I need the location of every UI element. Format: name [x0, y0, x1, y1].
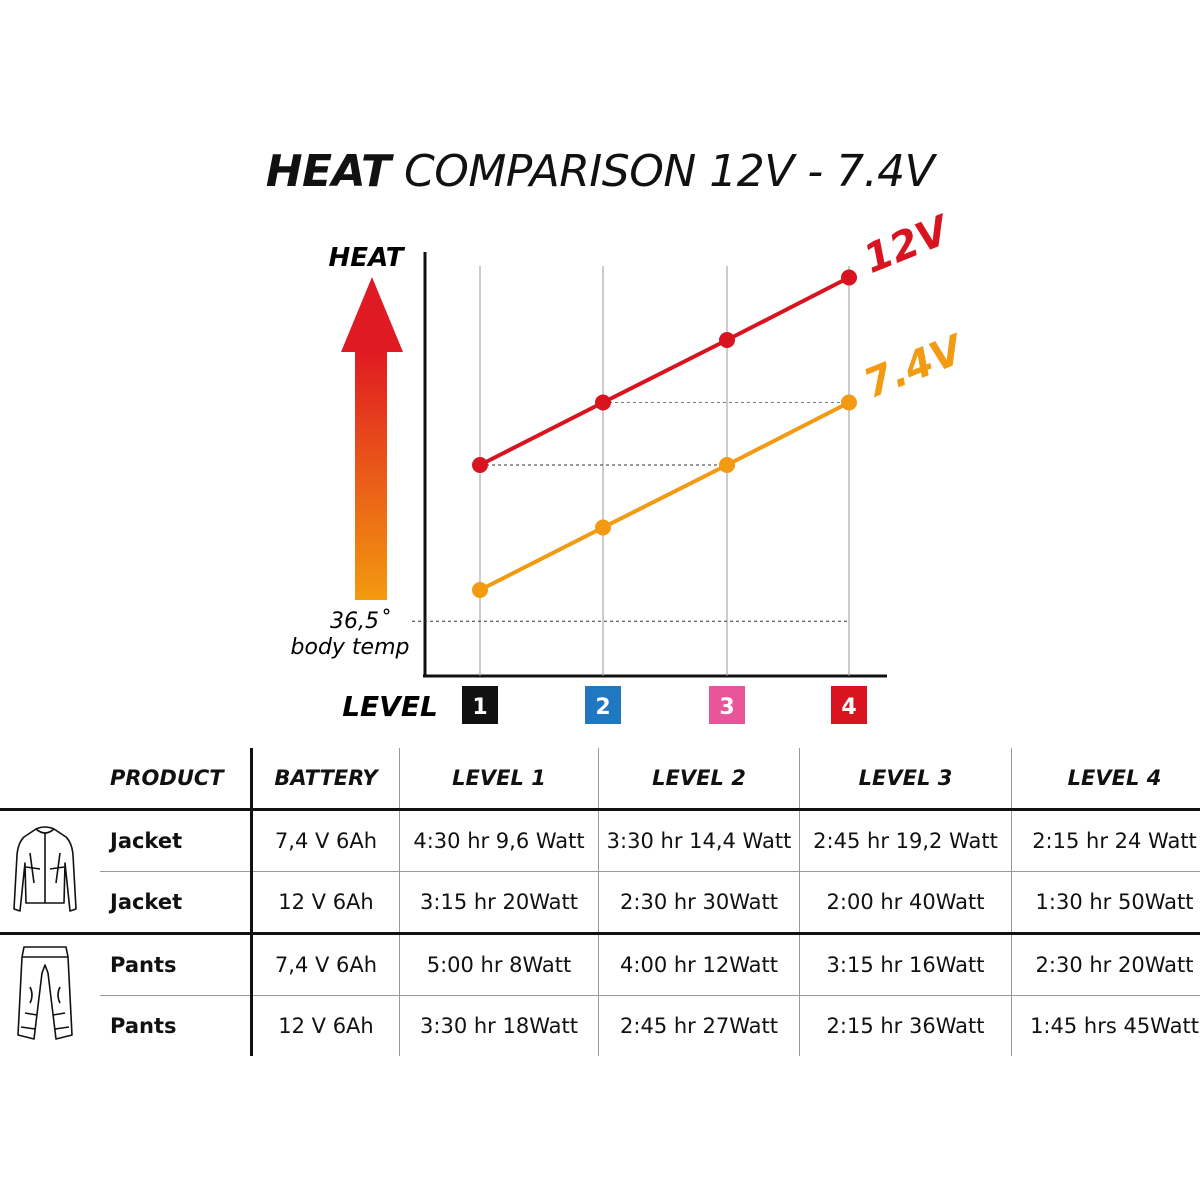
title-rest: COMPARISON 12V - 7.4V: [403, 146, 935, 197]
level-2-value: 2:45 hr 27Watt: [598, 995, 800, 1056]
level-badge-1: [462, 686, 498, 724]
data-point-12V-2: [595, 394, 611, 411]
series-label-12V: 12V: [858, 207, 958, 283]
battery-spec: 7,4 V 6Ah: [250, 932, 400, 996]
level-4-value: 1:30 hr 50Watt: [1011, 871, 1200, 934]
product-name: Jacket: [100, 808, 252, 872]
level-badge-3: [709, 686, 745, 724]
series-line-12V: [479, 275, 850, 467]
header-battery: BATTERY: [250, 748, 400, 810]
heat-arrow-icon: [341, 277, 403, 600]
level-3-value: 2:15 hr 36Watt: [799, 995, 1012, 1056]
product-name: Pants: [100, 995, 252, 1056]
level-1-value: 5:00 hr 8Watt: [399, 932, 599, 996]
level-badge-label-3: 3: [719, 695, 734, 720]
level-4-value: 2:15 hr 24 Watt: [1011, 808, 1200, 872]
table-row: Pants 12 V 6Ah 3:30 hr 18Watt 2:45 hr 27…: [0, 995, 1200, 1056]
level-3-value: 2:45 hr 19,2 Watt: [799, 808, 1012, 872]
chart-title: HEAT COMPARISON 12V - 7.4V: [0, 142, 1200, 202]
jacket-icon: [13, 826, 77, 912]
level-4-value: 2:30 hr 20Watt: [1011, 932, 1200, 996]
pants-icon-cell: [0, 932, 100, 1056]
data-point-7.4V-1: [472, 582, 488, 598]
table-row: Pants 7,4 V 6Ah 5:00 hr 8Watt 4:00 hr 12…: [0, 932, 1200, 1056]
title-bold: HEAT: [265, 146, 391, 197]
product-name: Pants: [100, 932, 252, 996]
jacket-icon-cell: [0, 808, 100, 934]
level-3-value: 2:00 hr 40Watt: [799, 871, 1012, 934]
header-level-4: LEVEL 4: [1011, 748, 1200, 810]
header-level-1: LEVEL 1: [399, 748, 599, 810]
header-level-2: LEVEL 2: [598, 748, 800, 810]
level-3-value: 3:15 hr 16Watt: [799, 932, 1012, 996]
baseline-label-text: body temp: [291, 635, 410, 660]
level-badge-2: [585, 686, 621, 724]
level-badge-label-1: 1: [472, 695, 487, 720]
series-line-7.4V: [479, 400, 850, 592]
y-axis-label: HEAT: [329, 243, 406, 273]
table-row: Jacket 12 V 6Ah 3:15 hr 20Watt 2:30 hr 3…: [0, 871, 1200, 934]
battery-spec: 12 V 6Ah: [250, 995, 400, 1056]
data-point-12V-1: [472, 457, 488, 473]
header-level-3: LEVEL 3: [799, 748, 1012, 810]
level-1-value: 3:15 hr 20Watt: [399, 871, 599, 934]
level-1-value: 4:30 hr 9,6 Watt: [399, 808, 599, 872]
header-icon-cell: [0, 748, 100, 810]
data-point-7.4V-2: [595, 519, 611, 536]
product-name: Jacket: [100, 871, 252, 934]
table-header-row: PRODUCT BATTERY LEVEL 1 LEVEL 2 LEVEL 3 …: [0, 748, 1200, 810]
battery-spec: 12 V 6Ah: [250, 871, 400, 934]
level-2-value: 3:30 hr 14,4 Watt: [598, 808, 800, 872]
level-4-value: 1:45 hrs 45Watt: [1011, 995, 1200, 1056]
table-row: Jacket 7,4 V 6Ah 4:30 hr 9,6 Watt 3:30 h…: [0, 808, 1200, 934]
heat-chart: HEAT 36,5˚ body temp LEVEL 12V 7.4V 1 2 3 4: [291, 207, 972, 724]
baseline-label-value: 36,5˚: [330, 609, 390, 634]
level-badge-4: [831, 686, 867, 724]
data-point-12V-4: [841, 269, 857, 286]
level-1-value: 3:30 hr 18Watt: [399, 995, 599, 1056]
spec-table: PRODUCT BATTERY LEVEL 1 LEVEL 2 LEVEL 3 …: [0, 748, 1200, 1056]
level-2-value: 4:00 hr 12Watt: [598, 932, 800, 996]
data-point-7.4V-4: [841, 394, 857, 411]
series-label-7.4V: 7.4V: [858, 326, 972, 408]
x-axis-label: LEVEL: [342, 690, 438, 723]
data-point-12V-3: [719, 332, 735, 348]
battery-spec: 7,4 V 6Ah: [250, 808, 400, 872]
pants-icon: [17, 946, 73, 1040]
header-product: PRODUCT: [110, 766, 224, 790]
level-badge-label-2: 2: [595, 695, 610, 720]
level-2-value: 2:30 hr 30Watt: [598, 871, 800, 934]
data-point-7.4V-3: [719, 457, 735, 473]
level-badge-label-4: 4: [841, 695, 856, 720]
